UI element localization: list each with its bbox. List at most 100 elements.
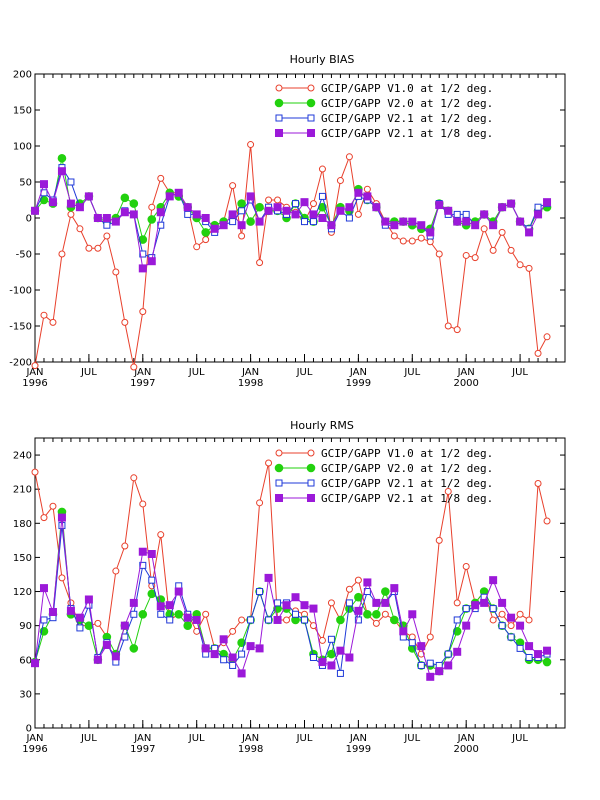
data-point bbox=[462, 210, 470, 218]
data-point bbox=[300, 198, 309, 207]
data-point bbox=[408, 237, 416, 245]
data-point bbox=[462, 217, 471, 226]
x-tick-label: JAN bbox=[241, 367, 259, 378]
data-point bbox=[201, 214, 210, 222]
data-point bbox=[300, 616, 308, 624]
data-point bbox=[282, 206, 291, 215]
data-point bbox=[390, 232, 398, 240]
data-point bbox=[381, 610, 389, 618]
data-point bbox=[39, 180, 48, 189]
x-tick-year-label: 1999 bbox=[346, 744, 371, 755]
data-point bbox=[363, 192, 372, 201]
data-point bbox=[274, 599, 282, 607]
data-point bbox=[219, 221, 228, 230]
series-line bbox=[34, 517, 548, 678]
series-group bbox=[30, 141, 552, 371]
data-point bbox=[327, 599, 335, 607]
data-point bbox=[156, 208, 165, 217]
data-point bbox=[426, 228, 435, 237]
data-point bbox=[542, 657, 552, 667]
x-tick-label: JAN bbox=[133, 367, 151, 378]
chart-title: Hourly RMS bbox=[290, 419, 354, 432]
data-point bbox=[120, 208, 129, 217]
data-point bbox=[93, 214, 102, 222]
x-tick-year-label: 1996 bbox=[22, 744, 47, 755]
data-point bbox=[372, 619, 380, 627]
data-point bbox=[255, 217, 264, 226]
data-point bbox=[84, 192, 93, 201]
x-tick-year-label: 1998 bbox=[238, 744, 263, 755]
data-point bbox=[112, 567, 120, 575]
y-tick-label: 180 bbox=[13, 519, 32, 530]
x-tick-label: JUL bbox=[511, 367, 528, 378]
data-point bbox=[516, 644, 524, 652]
data-point bbox=[58, 250, 66, 258]
data-point bbox=[444, 487, 452, 495]
data-point bbox=[354, 592, 363, 602]
legend-marker bbox=[274, 463, 284, 473]
legend-entry-label: GCIP/GAPP V2.0 at 1/2 deg. bbox=[321, 97, 493, 110]
series-gcip-gapp-v2-1-at-1-8-deg bbox=[31, 513, 552, 681]
data-point bbox=[462, 563, 470, 571]
data-point bbox=[102, 214, 111, 222]
legend: GCIP/GAPP V1.0 at 1/2 deg. GCIP/GAPP V2.0… bbox=[274, 82, 493, 140]
data-point bbox=[534, 210, 543, 219]
y-tick-label: -150 bbox=[9, 322, 32, 333]
data-point bbox=[327, 661, 336, 670]
data-point bbox=[408, 217, 417, 226]
data-point bbox=[354, 188, 363, 197]
data-point bbox=[165, 192, 174, 201]
data-point bbox=[444, 661, 453, 670]
data-point bbox=[462, 251, 470, 259]
data-point bbox=[238, 207, 246, 215]
data-point bbox=[498, 203, 507, 212]
data-point bbox=[417, 234, 425, 242]
data-point bbox=[507, 613, 516, 622]
series-line bbox=[34, 462, 548, 656]
x-tick-label: JAN bbox=[349, 733, 367, 744]
data-point bbox=[202, 610, 210, 618]
data-point bbox=[345, 599, 353, 607]
data-point bbox=[444, 322, 452, 330]
legend-marker bbox=[307, 129, 315, 137]
data-point bbox=[256, 499, 264, 507]
data-point bbox=[291, 210, 300, 219]
data-point bbox=[273, 203, 282, 212]
data-point bbox=[57, 513, 66, 522]
data-point bbox=[246, 217, 255, 226]
x-tick-label: JUL bbox=[80, 733, 97, 744]
data-point bbox=[192, 615, 201, 624]
data-point bbox=[336, 177, 344, 185]
data-point bbox=[147, 550, 156, 558]
legend-marker bbox=[307, 479, 315, 487]
data-point bbox=[417, 642, 426, 651]
data-point bbox=[111, 652, 120, 661]
data-point bbox=[327, 649, 336, 659]
data-point bbox=[336, 646, 345, 655]
data-point bbox=[255, 644, 264, 653]
data-point bbox=[282, 601, 291, 610]
legend-marker bbox=[307, 449, 315, 457]
data-point bbox=[498, 228, 506, 236]
legend-marker bbox=[275, 129, 283, 137]
x-tick-year-label: 1997 bbox=[130, 744, 155, 755]
data-point bbox=[453, 326, 461, 334]
x-tick-year-label: 1998 bbox=[238, 378, 263, 389]
data-point bbox=[40, 616, 48, 624]
series-line bbox=[34, 144, 548, 368]
legend-marker bbox=[275, 449, 283, 457]
data-point bbox=[111, 217, 120, 226]
x-tick-label: JUL bbox=[511, 733, 528, 744]
legend-marker bbox=[275, 494, 283, 502]
data-point bbox=[246, 642, 255, 651]
data-point bbox=[498, 622, 506, 630]
x-tick-label: JUL bbox=[296, 733, 313, 744]
series-line bbox=[34, 169, 548, 270]
x-tick-label: JAN bbox=[25, 733, 43, 744]
data-point bbox=[174, 188, 183, 197]
data-point bbox=[372, 598, 381, 607]
data-point bbox=[426, 659, 434, 667]
data-point bbox=[408, 610, 417, 619]
data-point bbox=[40, 514, 48, 522]
legend-entry-label: GCIP/GAPP V2.1 at 1/8 deg. bbox=[321, 492, 493, 505]
